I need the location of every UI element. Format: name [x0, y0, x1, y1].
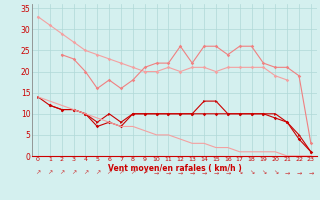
X-axis label: Vent moyen/en rafales ( km/h ): Vent moyen/en rafales ( km/h )	[108, 164, 241, 173]
